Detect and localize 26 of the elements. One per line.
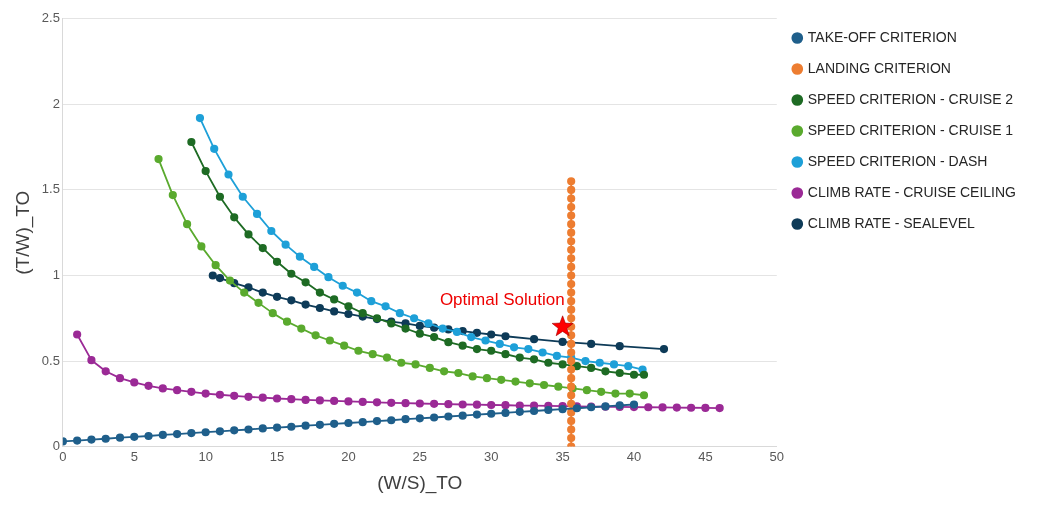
x-tick-label: 15 [269,448,285,464]
y-axis-title: (T/W)_TO [11,190,34,275]
y-tick-label: 2.5 [41,10,60,26]
legend-label: CLIMB RATE - SEALEVEL [807,214,976,231]
legend-label: TAKE-OFF CRITERION [807,28,957,45]
x-tick-label: 45 [698,448,713,464]
annotation: Optimal Solution [439,290,565,309]
x-tick-label: 25 [412,448,428,464]
x-tick-label: 5 [130,448,138,464]
y-tick-label: 1 [52,267,60,283]
x-tick-label: 10 [198,448,213,464]
x-tick-label: 20 [341,448,356,464]
x-tick-label: 35 [555,448,570,464]
legend-label: CLIMB RATE - CRUISE CEILING [807,183,1016,200]
legend-label: SPEED CRITERION - CRUISE 2 [807,90,1014,107]
legend-label: SPEED CRITERION - DASH [807,152,988,169]
legend-label: SPEED CRITERION - CRUISE 1 [807,121,1014,138]
y-tick-label: 0 [52,438,60,454]
legend-label: LANDING CRITERION [807,59,951,76]
y-tick-label: 0.5 [41,352,60,368]
x-tick-label: 40 [626,448,642,464]
y-tick-label: 2 [52,95,60,111]
x-axis-title: (W/S)_TO [377,471,463,494]
x-tick-label: 50 [769,448,785,464]
x-tick-label: 30 [483,448,499,464]
y-tick-label: 1.5 [41,181,60,197]
